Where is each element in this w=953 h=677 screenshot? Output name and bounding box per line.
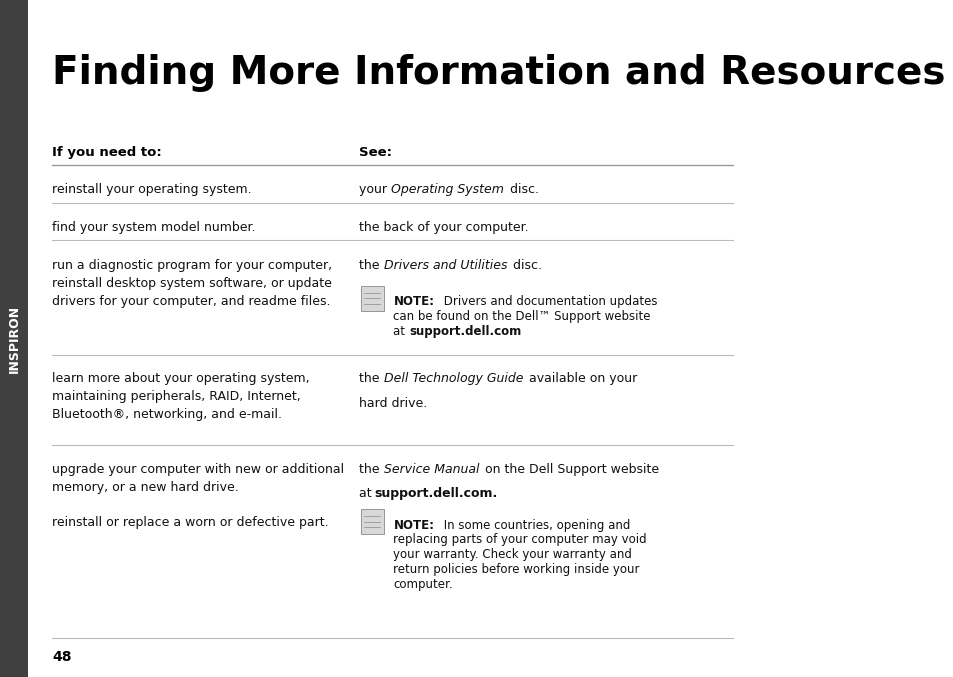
- Text: your warranty. Check your warranty and: your warranty. Check your warranty and: [393, 548, 632, 561]
- Text: hard drive.: hard drive.: [358, 397, 427, 410]
- Text: See:: See:: [358, 146, 392, 158]
- Text: disc.: disc.: [505, 183, 538, 196]
- Text: replacing parts of your computer may void: replacing parts of your computer may voi…: [393, 533, 646, 546]
- Text: support.dell.com: support.dell.com: [409, 325, 521, 338]
- Text: reinstall or replace a worn or defective part.: reinstall or replace a worn or defective…: [52, 516, 329, 529]
- Text: disc.: disc.: [508, 259, 541, 271]
- Text: Service Manual: Service Manual: [383, 463, 478, 476]
- Text: at: at: [393, 325, 409, 338]
- Text: on the Dell Support website: on the Dell Support website: [480, 463, 658, 476]
- Text: the: the: [358, 463, 383, 476]
- Text: reinstall your operating system.: reinstall your operating system.: [52, 183, 252, 196]
- Text: return policies before working inside your: return policies before working inside yo…: [393, 563, 639, 576]
- Text: learn more about your operating system,
maintaining peripherals, RAID, Internet,: learn more about your operating system, …: [52, 372, 310, 421]
- Text: the: the: [358, 259, 383, 271]
- Text: Dell Technology Guide: Dell Technology Guide: [383, 372, 523, 385]
- Text: NOTE:: NOTE:: [393, 295, 434, 308]
- Text: your: your: [358, 183, 391, 196]
- Text: Finding More Information and Resources: Finding More Information and Resources: [52, 54, 944, 92]
- Bar: [0, 0, 29, 677]
- Text: find your system model number.: find your system model number.: [52, 221, 255, 234]
- Text: Drivers and Utilities: Drivers and Utilities: [383, 259, 507, 271]
- Text: NOTE:: NOTE:: [393, 519, 434, 531]
- Text: In some countries, opening and: In some countries, opening and: [439, 519, 630, 531]
- FancyBboxPatch shape: [360, 286, 383, 311]
- Text: the: the: [358, 372, 383, 385]
- Text: the back of your computer.: the back of your computer.: [358, 221, 528, 234]
- Text: .: .: [497, 325, 500, 338]
- Text: available on your: available on your: [524, 372, 637, 385]
- FancyBboxPatch shape: [360, 509, 383, 534]
- Text: support.dell.com.: support.dell.com.: [375, 487, 497, 500]
- Text: If you need to:: If you need to:: [52, 146, 162, 158]
- Text: upgrade your computer with new or additional
memory, or a new hard drive.: upgrade your computer with new or additi…: [52, 463, 344, 494]
- Text: at: at: [358, 487, 375, 500]
- Text: run a diagnostic program for your computer,
reinstall desktop system software, o: run a diagnostic program for your comput…: [52, 259, 333, 307]
- Text: Operating System: Operating System: [391, 183, 504, 196]
- Text: Drivers and documentation updates: Drivers and documentation updates: [439, 295, 657, 308]
- Text: computer.: computer.: [393, 578, 453, 591]
- Text: INSPIRON: INSPIRON: [8, 305, 21, 372]
- Text: can be found on the Dell™ Support website: can be found on the Dell™ Support websit…: [393, 310, 650, 323]
- Text: 48: 48: [52, 650, 71, 664]
